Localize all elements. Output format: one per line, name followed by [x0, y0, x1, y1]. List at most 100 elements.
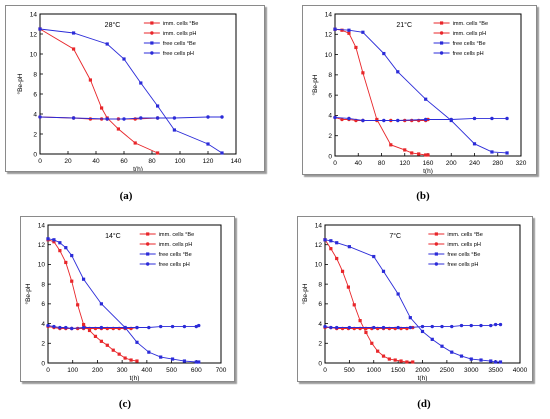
data-point: [172, 128, 176, 132]
chart-frame: 0 20 40 60 80 100 120 140 0 2 4 6 8 10 12 14 t(h) °Be-pH 2…: [5, 5, 265, 172]
data-point: [361, 30, 365, 34]
plot-area-border: [39, 13, 237, 155]
data-point: [399, 359, 403, 363]
data-point: [88, 78, 92, 82]
data-point: [354, 45, 358, 50]
data-point: [440, 344, 444, 348]
series-line: [324, 239, 501, 363]
data-point: [376, 349, 380, 353]
data-point: [449, 117, 453, 122]
data-point: [490, 116, 494, 121]
legend-marker: [439, 21, 444, 25]
panel-c: 0 100 200 300 400 500 600 700 0 2 4 6 8 10 12 14 t(h) °Be…: [0, 209, 275, 418]
series-line: [334, 117, 508, 121]
data-point: [64, 246, 68, 250]
caption: (b): [416, 190, 430, 202]
legend-marker: [150, 31, 154, 35]
data-point: [389, 143, 393, 147]
data-point: [220, 151, 224, 155]
data-point: [347, 325, 352, 330]
data-point: [361, 118, 365, 123]
x-tick-label: 120: [203, 158, 214, 165]
data-point: [469, 323, 473, 328]
temperature-annotation: 14°C: [105, 232, 121, 240]
y-tick-label: 2: [41, 341, 45, 348]
data-point: [469, 357, 473, 361]
x-tick-label: 280: [492, 160, 503, 167]
legend-marker: [439, 51, 444, 55]
y-tick-label: 12: [30, 31, 38, 38]
chart-svg: 0 500 1000 1500 2000 2500 3000 3500 4000 0 2 4 6 8 10 1…: [301, 222, 528, 381]
data-point: [329, 247, 333, 251]
legend-marker: [145, 242, 150, 246]
series-line: [47, 239, 138, 362]
data-point: [46, 237, 50, 241]
legend-marker: [434, 242, 439, 246]
data-point: [81, 325, 86, 330]
x-tick-label: 0: [38, 158, 42, 165]
data-point: [99, 325, 104, 330]
caption: (a): [119, 190, 133, 202]
data-point: [123, 325, 127, 330]
data-point: [323, 238, 327, 242]
data-point: [361, 71, 365, 75]
legend-label: free cells pH: [163, 51, 194, 57]
x-tick-label: 0: [323, 367, 327, 374]
y-tick-label: 10: [325, 52, 333, 59]
data-point: [99, 302, 103, 306]
legend-marker: [146, 232, 150, 236]
data-point: [58, 325, 62, 330]
x-tick-label: 4000: [513, 367, 528, 374]
y-tick-label: 8: [328, 72, 332, 79]
y-axis-label: °Be-pH: [24, 283, 32, 304]
data-point: [100, 106, 104, 110]
data-point: [93, 334, 98, 338]
data-point: [105, 42, 109, 46]
panel-a: 0 20 40 60 80 100 120 140 0 2 4 6 8 10 12 14 t(h) °Be-pH 2…: [0, 0, 275, 209]
x-tick-label: 20: [64, 158, 72, 165]
data-point: [340, 117, 344, 122]
data-point: [424, 97, 428, 101]
data-point: [382, 118, 386, 123]
legend-label: free cells pH: [447, 262, 478, 268]
data-point: [70, 253, 74, 258]
legend-label: imm. cells pH: [453, 31, 487, 37]
legend-marker: [434, 232, 438, 236]
data-point: [372, 254, 376, 259]
legend-marker: [439, 31, 444, 35]
data-point: [87, 328, 92, 333]
data-point: [381, 325, 386, 330]
y-axis-label: °Be-pH: [16, 73, 24, 94]
y-tick-label: 4: [328, 113, 332, 120]
x-tick-label: 40: [92, 158, 100, 165]
data-point: [411, 360, 415, 364]
x-tick-label: 600: [191, 367, 202, 374]
data-point: [133, 117, 137, 121]
data-point: [72, 31, 76, 35]
data-point: [403, 148, 407, 152]
data-point: [396, 292, 400, 296]
data-point: [81, 322, 86, 327]
data-point: [135, 340, 139, 344]
x-tick-label: 200: [446, 160, 457, 167]
y-tick-label: 4: [41, 321, 45, 328]
x-tick-label: 140: [231, 158, 242, 165]
data-point: [197, 360, 201, 364]
data-point: [494, 360, 498, 364]
data-point: [46, 323, 50, 328]
data-point: [430, 324, 434, 329]
y-tick-label: 2: [33, 131, 37, 138]
data-point: [52, 238, 56, 242]
chart-frame: 0 500 1000 1500 2000 2500 3000 3500 4000 0 2 4 6 8 10 1…: [297, 216, 533, 382]
data-point: [430, 337, 434, 341]
temperature-annotation: 28°C: [105, 21, 121, 29]
data-point: [381, 269, 386, 273]
chart-svg: 0 100 200 300 400 500 600 700 0 2 4 6 8 10 12 14 t(h) °Be…: [24, 222, 227, 381]
data-point: [76, 303, 80, 307]
legend-marker: [146, 252, 150, 256]
data-point: [417, 152, 421, 156]
y-tick-label: 0: [328, 153, 332, 160]
legend-marker: [434, 252, 438, 256]
x-tick-label: 120: [399, 160, 410, 167]
